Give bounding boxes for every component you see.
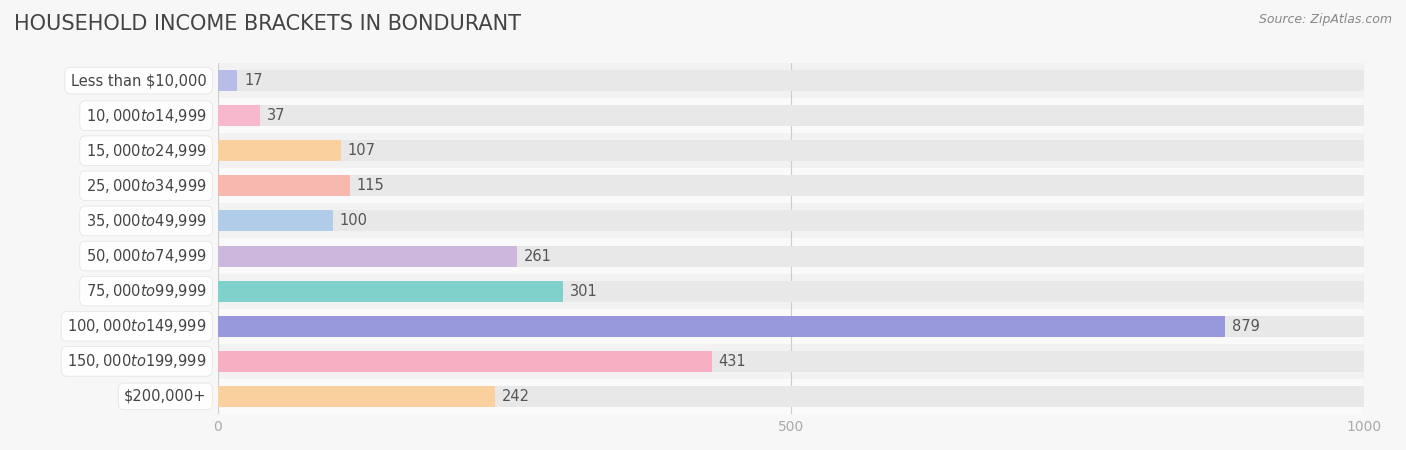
- Bar: [218, 316, 1364, 337]
- Text: 17: 17: [245, 73, 263, 88]
- Bar: [218, 63, 1364, 98]
- Bar: [218, 176, 350, 196]
- Text: 100: 100: [339, 213, 367, 229]
- Text: Source: ZipAtlas.com: Source: ZipAtlas.com: [1258, 14, 1392, 27]
- Text: $35,000 to $49,999: $35,000 to $49,999: [86, 212, 207, 230]
- Bar: [218, 274, 1364, 309]
- Bar: [218, 211, 1364, 231]
- Bar: [218, 386, 495, 407]
- Bar: [218, 168, 1364, 203]
- Bar: [218, 351, 711, 372]
- Bar: [218, 246, 1364, 266]
- Bar: [218, 105, 260, 126]
- Text: 879: 879: [1232, 319, 1260, 334]
- Text: 242: 242: [502, 389, 530, 404]
- Bar: [218, 70, 238, 91]
- Bar: [218, 203, 1364, 238]
- Bar: [218, 379, 1364, 414]
- Text: $100,000 to $149,999: $100,000 to $149,999: [67, 317, 207, 335]
- Text: 301: 301: [569, 284, 598, 299]
- Text: $15,000 to $24,999: $15,000 to $24,999: [86, 142, 207, 160]
- Text: $200,000+: $200,000+: [124, 389, 207, 404]
- Bar: [218, 211, 333, 231]
- Text: HOUSEHOLD INCOME BRACKETS IN BONDURANT: HOUSEHOLD INCOME BRACKETS IN BONDURANT: [14, 14, 522, 33]
- Bar: [218, 344, 1364, 379]
- Bar: [218, 238, 1364, 274]
- Text: $25,000 to $34,999: $25,000 to $34,999: [86, 177, 207, 195]
- Text: $50,000 to $74,999: $50,000 to $74,999: [86, 247, 207, 265]
- Bar: [218, 351, 1364, 372]
- Text: Less than $10,000: Less than $10,000: [70, 73, 207, 88]
- Text: $10,000 to $14,999: $10,000 to $14,999: [86, 107, 207, 125]
- Text: $150,000 to $199,999: $150,000 to $199,999: [67, 352, 207, 370]
- Text: $75,000 to $99,999: $75,000 to $99,999: [86, 282, 207, 300]
- Bar: [218, 133, 1364, 168]
- Bar: [218, 70, 1364, 91]
- Bar: [218, 140, 340, 161]
- Text: 115: 115: [357, 178, 384, 194]
- Text: 261: 261: [524, 248, 551, 264]
- Text: 431: 431: [718, 354, 747, 369]
- Text: 107: 107: [347, 143, 375, 158]
- Bar: [218, 176, 1364, 196]
- Bar: [218, 98, 1364, 133]
- Text: 37: 37: [267, 108, 285, 123]
- Bar: [218, 140, 1364, 161]
- Bar: [218, 386, 1364, 407]
- Bar: [218, 281, 562, 302]
- Bar: [218, 281, 1364, 302]
- Bar: [218, 246, 517, 266]
- Bar: [218, 309, 1364, 344]
- Bar: [218, 105, 1364, 126]
- Bar: [218, 316, 1225, 337]
